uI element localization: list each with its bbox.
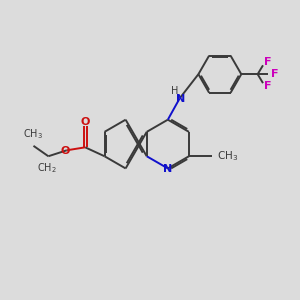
Text: H: H [171, 86, 179, 96]
Text: CH$_3$: CH$_3$ [218, 149, 239, 163]
Text: F: F [271, 69, 278, 79]
Text: N: N [163, 164, 172, 174]
Text: F: F [265, 81, 272, 91]
Text: CH$_2$: CH$_2$ [37, 161, 57, 175]
Text: O: O [61, 146, 70, 156]
Text: CH$_3$: CH$_3$ [23, 128, 44, 141]
Text: O: O [80, 117, 90, 127]
Text: F: F [265, 57, 272, 67]
Text: N: N [176, 94, 185, 104]
